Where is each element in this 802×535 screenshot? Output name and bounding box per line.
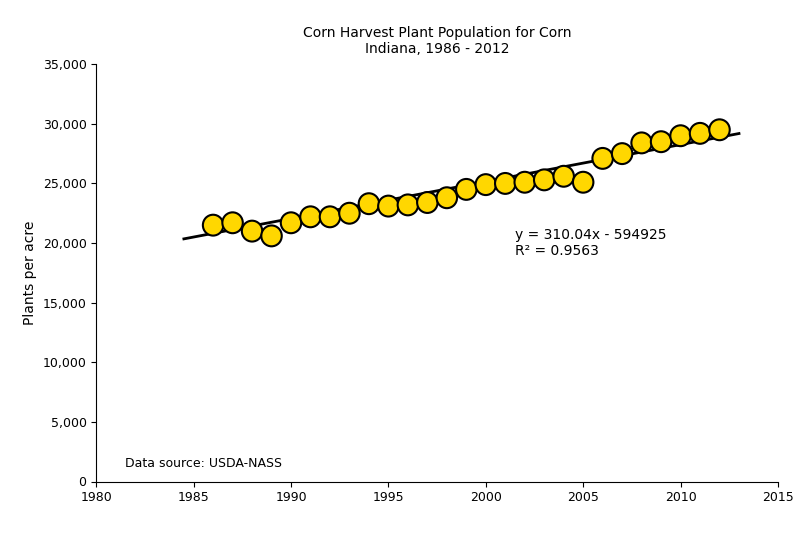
Ellipse shape bbox=[612, 143, 632, 164]
Ellipse shape bbox=[339, 203, 359, 224]
Ellipse shape bbox=[320, 207, 340, 227]
Ellipse shape bbox=[222, 212, 243, 233]
Ellipse shape bbox=[553, 166, 574, 187]
Ellipse shape bbox=[631, 133, 652, 154]
Title: Corn Harvest Plant Population for Corn
Indiana, 1986 - 2012: Corn Harvest Plant Population for Corn I… bbox=[303, 26, 571, 56]
Ellipse shape bbox=[515, 172, 535, 193]
Ellipse shape bbox=[573, 172, 593, 193]
Ellipse shape bbox=[417, 192, 438, 213]
Ellipse shape bbox=[709, 119, 730, 140]
Ellipse shape bbox=[300, 207, 321, 227]
Ellipse shape bbox=[456, 179, 476, 200]
Ellipse shape bbox=[593, 148, 613, 169]
Ellipse shape bbox=[203, 215, 223, 235]
Ellipse shape bbox=[281, 212, 302, 233]
Text: Data source: USDA-NASS: Data source: USDA-NASS bbox=[125, 456, 282, 470]
Ellipse shape bbox=[379, 196, 399, 217]
Ellipse shape bbox=[436, 187, 457, 208]
Ellipse shape bbox=[670, 125, 691, 146]
Ellipse shape bbox=[651, 131, 671, 152]
Ellipse shape bbox=[534, 170, 554, 190]
Ellipse shape bbox=[495, 173, 516, 194]
Ellipse shape bbox=[242, 220, 262, 242]
Text: y = 310.04x - 594925
R² = 0.9563: y = 310.04x - 594925 R² = 0.9563 bbox=[515, 228, 666, 258]
Ellipse shape bbox=[398, 194, 418, 215]
Y-axis label: Plants per acre: Plants per acre bbox=[23, 220, 37, 325]
Ellipse shape bbox=[261, 225, 282, 246]
Ellipse shape bbox=[690, 123, 711, 144]
Ellipse shape bbox=[358, 193, 379, 214]
Ellipse shape bbox=[476, 174, 496, 195]
